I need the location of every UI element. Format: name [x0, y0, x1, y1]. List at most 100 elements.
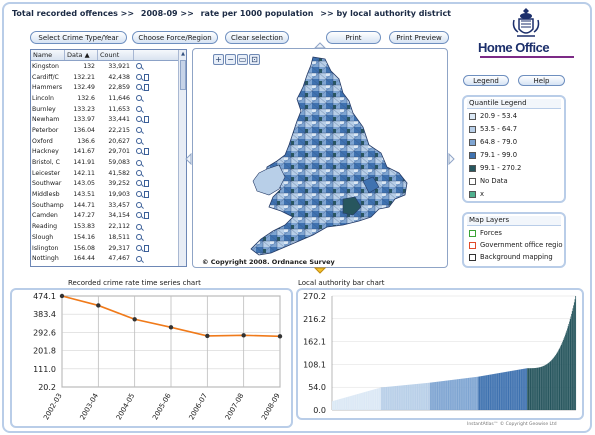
title-part-year[interactable]: 2008-09 >>	[140, 9, 194, 18]
select-crime-button[interactable]: Select Crime Type/Year	[30, 31, 127, 44]
map-pan-right-icon[interactable]	[448, 153, 455, 165]
zoom-to-area-icon[interactable]	[136, 244, 142, 251]
clear-selection-button[interactable]: Clear selection	[225, 31, 289, 44]
zoom-to-area-icon[interactable]	[136, 106, 142, 113]
table-row[interactable]: Camden 147.27 34,154	[31, 211, 186, 222]
report-icon[interactable]	[144, 191, 149, 199]
zoom-to-area-icon[interactable]	[136, 63, 142, 70]
bar	[363, 392, 364, 410]
map-layer-item[interactable]: Background mapping	[469, 253, 553, 261]
report-icon[interactable]	[144, 84, 149, 92]
zoom-to-area-icon[interactable]	[136, 84, 142, 91]
legend-item[interactable]: 20.9 - 53.4	[469, 112, 517, 120]
bar	[503, 372, 505, 410]
table-scrollbar[interactable]: ▲	[178, 50, 186, 266]
zoom-to-area-icon[interactable]	[136, 265, 142, 266]
report-icon[interactable]	[144, 73, 149, 81]
bar	[490, 374, 492, 410]
title-part-measure[interactable]: Total recorded offences >>	[12, 9, 135, 18]
map-pan-down-icon[interactable]	[314, 267, 326, 274]
zoom-to-area-icon[interactable]	[136, 116, 142, 123]
title-part-geography[interactable]: >> by local authority district	[320, 9, 452, 18]
map-layer-item[interactable]: Government office regio	[469, 241, 563, 249]
zoom-to-area-icon[interactable]	[136, 191, 142, 198]
report-icon[interactable]	[144, 180, 149, 188]
zoom-to-area-icon[interactable]	[136, 127, 142, 134]
local-authority-bar-chart[interactable]: 270.2 216.2 162.1 108.1 54.0 0.0	[298, 290, 582, 418]
table-row[interactable]: Bristol, C 141.91 59,083	[31, 157, 186, 168]
map-pan-left-icon[interactable]	[185, 153, 192, 165]
bar	[427, 382, 429, 410]
bar	[394, 386, 396, 410]
table-row[interactable]: Kingston 132 33,921	[31, 61, 186, 72]
table-row[interactable]: Southamp 144.71 33,457	[31, 200, 186, 211]
report-icon[interactable]	[144, 116, 149, 124]
legend-item[interactable]: 99.1 - 270.2	[469, 164, 521, 172]
table-row[interactable]: Newham 133.97 33,441	[31, 114, 186, 125]
scroll-up-icon[interactable]: ▲	[181, 51, 185, 57]
zoom-to-area-icon[interactable]	[136, 180, 142, 187]
zoom-to-area-icon[interactable]	[136, 73, 142, 80]
zoom-to-area-icon[interactable]	[136, 138, 142, 145]
table-row[interactable]: Cardiff/C 132.21 42,438	[31, 72, 186, 83]
zoom-select-icon[interactable]: ⊡	[249, 54, 260, 65]
table-row[interactable]: Hammers 132.49 22,859	[31, 82, 186, 93]
england-wales-map[interactable]	[193, 49, 448, 268]
print-button[interactable]: Print	[326, 31, 381, 44]
table-row[interactable]: Lincoln 132.6 11,646	[31, 93, 186, 104]
map-pan-up-icon[interactable]	[314, 42, 326, 49]
column-header-data[interactable]: Data ▲	[65, 50, 98, 60]
print-preview-button[interactable]: Print Preview	[389, 31, 449, 44]
layer-checkbox[interactable]	[469, 241, 476, 249]
column-header-count[interactable]: Count	[98, 50, 134, 60]
zoom-out-icon[interactable]: −	[225, 54, 236, 65]
bar	[524, 368, 526, 410]
zoom-to-area-icon[interactable]	[136, 223, 142, 230]
help-button[interactable]: Help	[518, 75, 565, 86]
choose-force-button[interactable]: Choose Force/Region	[132, 31, 218, 44]
legend-item[interactable]: No Data	[469, 177, 508, 185]
table-row[interactable]: Manchest168.977,377	[31, 264, 186, 266]
layer-checkbox[interactable]	[469, 253, 476, 261]
report-icon[interactable]	[144, 212, 149, 220]
zoom-to-area-icon[interactable]	[136, 148, 142, 155]
scroll-thumb[interactable]	[180, 60, 186, 90]
table-row[interactable]: Middlesb 143.51 19,903	[31, 189, 186, 200]
report-icon[interactable]	[144, 148, 149, 156]
zoom-to-area-icon[interactable]	[136, 255, 142, 262]
zoom-in-icon[interactable]: +	[213, 54, 224, 65]
zoom-to-area-icon[interactable]	[136, 159, 142, 166]
table-row[interactable]: Hackney 141.67 29,701	[31, 147, 186, 158]
table-row[interactable]: Burnley 133.23 11,653	[31, 104, 186, 115]
column-header-name[interactable]: Name	[31, 50, 65, 60]
legend-item[interactable]: 53.5 - 64.7	[469, 125, 517, 133]
table-row[interactable]: Reading 153.83 22,112	[31, 221, 186, 232]
zoom-to-area-icon[interactable]	[136, 202, 142, 209]
layer-checkbox[interactable]	[469, 229, 476, 237]
table-row[interactable]: Peterbor 136.04 22,215	[31, 125, 186, 136]
legend-item[interactable]: 79.1 - 99.0	[469, 151, 517, 159]
legend-item[interactable]: 64.8 - 79.0	[469, 138, 517, 146]
table-row[interactable]: Leicester 142.11 41,582	[31, 168, 186, 179]
title-part-rate[interactable]: rate per 1000 population	[200, 9, 314, 18]
report-icon[interactable]	[144, 265, 149, 266]
table-row[interactable]: Slough 154.16 18,511	[31, 232, 186, 243]
zoom-to-area-icon[interactable]	[136, 212, 142, 219]
zoom-to-area-icon[interactable]	[136, 95, 142, 102]
map-layer-item[interactable]: Forces	[469, 229, 502, 237]
bar	[482, 375, 484, 410]
zoom-to-area-icon[interactable]	[136, 170, 142, 177]
bar	[538, 367, 540, 410]
zoom-to-area-icon[interactable]	[136, 234, 142, 241]
map-panel[interactable]: + − ▭ ⊡ © Copyright 2008. Ordnance Surve…	[192, 48, 448, 268]
legend-button[interactable]: Legend	[463, 75, 509, 86]
zoom-fit-icon[interactable]: ▭	[237, 54, 248, 65]
table-row[interactable]: Oxford 136.6 20,627	[31, 136, 186, 147]
table-row[interactable]: Nottingh 164.44 47,467	[31, 253, 186, 264]
legend-item[interactable]: x	[469, 190, 484, 198]
report-icon[interactable]	[144, 244, 149, 252]
table-row[interactable]: Southwar 143.05 39,252	[31, 179, 186, 190]
table-row[interactable]: Islington 156.08 29,317	[31, 243, 186, 254]
bar	[387, 386, 388, 410]
